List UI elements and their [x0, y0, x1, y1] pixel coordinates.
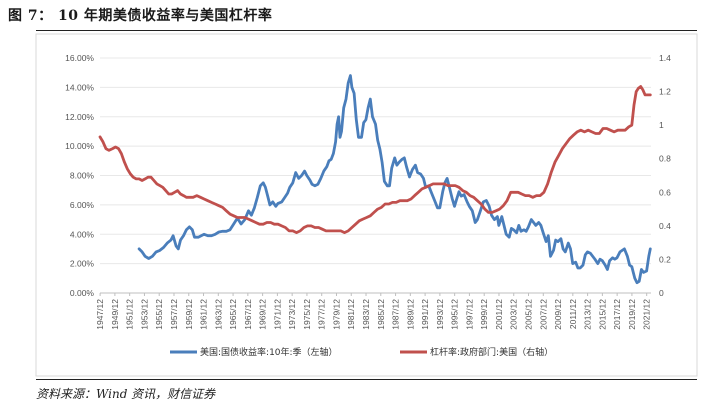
- x-tick-label: 1971/12: [272, 299, 282, 330]
- left-tick-label: 10.00%: [65, 141, 94, 151]
- left-tick-label: 8.00%: [70, 171, 95, 181]
- x-tick-label: 2007/12: [538, 299, 548, 330]
- right-tick-label: 0.2: [659, 254, 671, 264]
- x-tick-label: 1953/12: [139, 299, 149, 330]
- x-tick-label: 1959/12: [184, 299, 194, 330]
- x-tick-label: 1989/12: [405, 299, 415, 330]
- x-tick-label: 2015/12: [597, 299, 607, 330]
- x-tick-label: 1965/12: [228, 299, 238, 330]
- x-tick-label: 1973/12: [287, 299, 297, 330]
- x-tick-label: 2003/12: [509, 299, 519, 330]
- top-rule: [36, 30, 697, 31]
- left-axis: 0.00% 2.00% 4.00% 6.00% 8.00% 10.00% 12.00% 14.…: [65, 53, 94, 298]
- x-tick-label: 1985/12: [376, 299, 386, 330]
- legend-label-treasury-yield: 美国:国债收益率:10年:季（左轴）: [200, 346, 338, 358]
- right-tick-label: 1.2: [659, 87, 671, 97]
- x-tick-label: 1957/12: [169, 299, 179, 330]
- x-tick-label: 1963/12: [213, 299, 223, 330]
- x-tick-label: 1955/12: [154, 299, 164, 330]
- series-layer: [98, 74, 652, 285]
- x-tick-label: 1969/12: [258, 299, 268, 330]
- left-tick-label: 6.00%: [70, 200, 95, 210]
- x-tick-label: 1949/12: [110, 299, 120, 330]
- x-tick-label: 1967/12: [243, 299, 253, 330]
- x-tick-label: 1995/12: [450, 299, 460, 330]
- legend-label-gov-leverage: 杠杆率:政府部门:美国（右轴）: [430, 346, 553, 358]
- right-tick-label: 0: [659, 288, 664, 298]
- x-tick-label: 2005/12: [524, 299, 534, 330]
- left-tick-label: 14.00%: [65, 82, 94, 92]
- x-tick-label: 1979/12: [331, 299, 341, 330]
- left-tick-label: 0.00%: [70, 288, 95, 298]
- right-tick-label: 0.4: [659, 221, 671, 231]
- x-tick-label: 1951/12: [125, 299, 135, 330]
- left-tick-label: 2.00%: [70, 259, 95, 269]
- right-tick-label: 1: [659, 120, 664, 130]
- x-tick-label: 2013/12: [583, 299, 593, 330]
- source-note: 资料来源：Wind 资讯，财信证券: [36, 387, 216, 401]
- left-tick-label: 16.00%: [65, 53, 94, 63]
- x-axis: 1947/12 1949/12 1951/12 1953/12 1955/12 1957/…: [95, 293, 652, 330]
- x-tick-label: 2011/12: [568, 299, 578, 329]
- legend: 美国:国债收益率:10年:季（左轴） 杠杆率:政府部门:美国（右轴）: [170, 346, 553, 358]
- x-tick-label: 1999/12: [479, 299, 489, 330]
- right-tick-label: 1.4: [659, 53, 671, 63]
- x-tick-label: 1983/12: [361, 299, 371, 330]
- x-tick-label: 2021/12: [642, 299, 652, 330]
- figure-title: 图 7： 10 年期美债收益率与美国杠杆率: [8, 8, 273, 24]
- grid-lines: [100, 57, 651, 294]
- x-tick-label: 1975/12: [302, 299, 312, 330]
- x-tick-label: 1981/12: [346, 299, 356, 330]
- x-tick-label: 1991/12: [420, 299, 430, 330]
- x-tick-label: 2017/12: [612, 299, 622, 330]
- right-tick-label: 0.8: [659, 154, 671, 164]
- x-tick-label: 2001/12: [494, 299, 504, 330]
- x-tick-label: 1997/12: [464, 299, 474, 330]
- x-tick-label: 1987/12: [391, 299, 401, 330]
- left-tick-label: 12.00%: [65, 112, 94, 122]
- x-tick-label: 2009/12: [553, 299, 563, 330]
- bottom-rule: [36, 379, 697, 380]
- right-axis: 0 0.2 0.4 0.6 0.8 1 1.2 1.4: [659, 53, 671, 298]
- left-tick-label: 4.00%: [70, 229, 95, 239]
- x-tick-label: 1947/12: [95, 299, 105, 330]
- series-line-gov-leverage: [98, 85, 652, 234]
- x-tick-label: 1993/12: [435, 299, 445, 330]
- x-tick-label: 1977/12: [317, 299, 327, 330]
- right-tick-label: 0.6: [659, 187, 671, 197]
- x-tick-label: 1961/12: [199, 299, 209, 330]
- x-tick-label: 2019/12: [627, 299, 637, 330]
